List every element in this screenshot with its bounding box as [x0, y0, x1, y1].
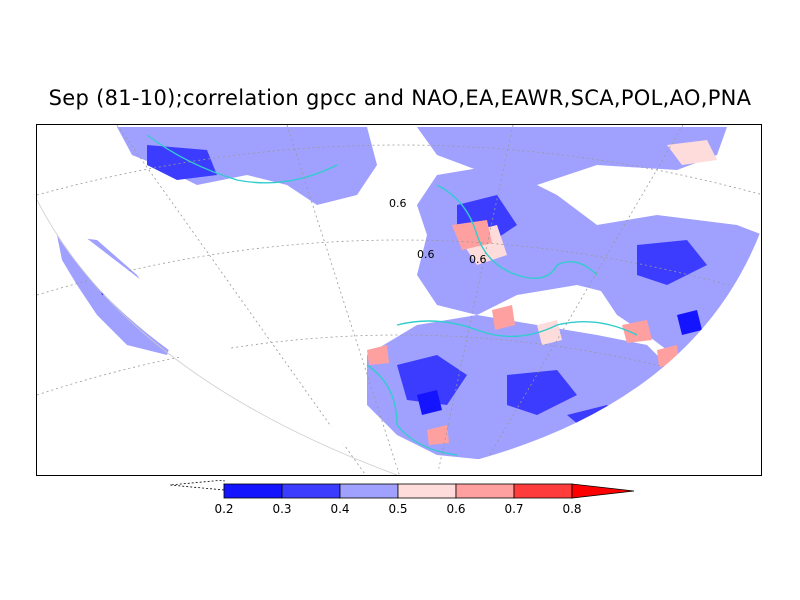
- map-panel: 0.6 0.6 0.6: [36, 124, 762, 476]
- colorbar-tick-label: 0.5: [388, 502, 408, 516]
- grid-lon-2: [286, 125, 400, 475]
- projection-boundary: [37, 200, 761, 475]
- colorbar-tick-label: 0.2: [214, 502, 234, 516]
- projection-edge: [37, 199, 398, 475]
- coast-europe: [436, 184, 598, 279]
- colorbar-tick-label: 0.8: [562, 502, 582, 516]
- colorbar-swatch-0.7-0.8: [513, 483, 573, 499]
- colorbar-high-triangle: [571, 483, 635, 499]
- field-patch-4: [147, 145, 217, 180]
- colorbar-swatch-0.5-0.6: [397, 483, 457, 499]
- field-patch-8: [677, 310, 702, 335]
- grid-lat-3: [37, 334, 761, 396]
- field-patch-3: [637, 240, 707, 285]
- field-salmon-4: [427, 425, 449, 445]
- colorbar: [169, 480, 635, 499]
- field-salmon-2: [492, 305, 515, 330]
- colorbar-tick-label: 0.4: [330, 502, 350, 516]
- coast-africa: [366, 364, 458, 456]
- contour-label: 0.6: [417, 248, 435, 261]
- field-greenland: [117, 127, 377, 205]
- colorbar-tick-label: 0.7: [504, 502, 524, 516]
- colorbar-low-triangle: [169, 480, 225, 491]
- colorbar-tick-label: 0.3: [272, 502, 292, 516]
- field-patch-7: [417, 390, 442, 415]
- contour-labels: 0.6 0.6 0.6: [389, 197, 487, 266]
- grid-lon-3: [437, 125, 514, 475]
- field-salmon-5: [367, 345, 389, 365]
- coast-mediterranean: [396, 320, 638, 338]
- graticule: [37, 125, 761, 475]
- colorbar-swatch-0.3-0.4: [281, 483, 341, 499]
- grid-lat-1: [37, 144, 761, 196]
- contour-label: 0.6: [389, 197, 407, 210]
- field-patch-1: [397, 355, 467, 405]
- grid-lon-1: [116, 125, 367, 475]
- colorbar-swatch-0.2-0.3: [223, 483, 283, 499]
- coast-greenland: [146, 134, 338, 184]
- colorbar-swatch-0.6-0.7: [455, 483, 515, 499]
- correlation-field: [57, 127, 761, 460]
- correlation-map: 0.6 0.6 0.6: [37, 125, 761, 475]
- field-pink-3: [667, 140, 717, 165]
- field-patch-2: [507, 370, 577, 415]
- colorbar-tick-label: 0.6: [446, 502, 466, 516]
- contour-label: 0.6: [469, 253, 487, 266]
- map-title: Sep (81-10);correlation gpcc and NAO,EA,…: [48, 86, 752, 110]
- field-salmon-3: [622, 320, 652, 343]
- colorbar-swatch-0.4-0.5: [339, 483, 399, 499]
